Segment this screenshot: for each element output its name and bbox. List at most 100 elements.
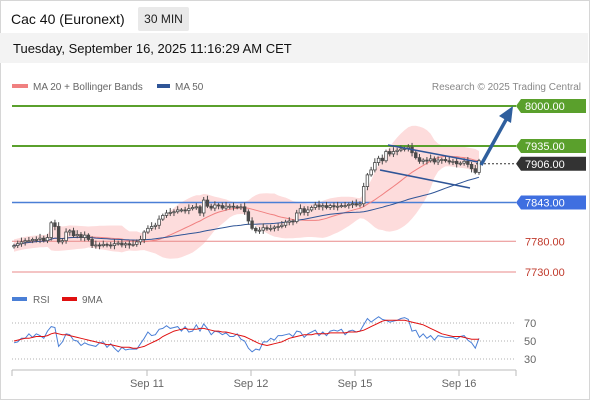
candle-body	[302, 208, 306, 213]
level-tag-7843.00	[516, 195, 586, 210]
candle	[265, 225, 269, 231]
candle-body	[261, 227, 265, 231]
candle-body	[112, 243, 117, 246]
candle-body	[12, 245, 16, 248]
candle-body	[168, 211, 172, 214]
candle-body	[86, 234, 91, 240]
candle-body	[19, 241, 24, 245]
candle	[142, 230, 146, 244]
candle	[138, 235, 143, 245]
candle-body	[421, 159, 425, 162]
candle-body	[71, 230, 76, 237]
candle-body	[135, 241, 139, 245]
candle-body	[347, 203, 351, 207]
candle	[19, 237, 24, 247]
candle-body	[23, 240, 27, 243]
timeframe-button[interactable]: 30 MIN	[138, 7, 189, 31]
channel-lower-line	[379, 169, 471, 189]
candle	[16, 240, 20, 249]
candle	[101, 240, 105, 248]
level-label-7843.00: 7843.00	[525, 198, 565, 210]
candle	[164, 209, 169, 218]
candle	[246, 209, 251, 225]
candle	[112, 239, 117, 250]
candle-body	[242, 206, 247, 213]
candle	[161, 213, 165, 221]
candle-body	[60, 240, 65, 243]
candle	[153, 222, 158, 230]
candle	[250, 217, 254, 231]
candle-body	[157, 218, 161, 226]
candle-body	[27, 240, 31, 243]
candle	[261, 223, 265, 234]
candle-body	[142, 231, 146, 240]
candle-body	[175, 209, 180, 213]
candle-body	[384, 151, 388, 162]
candle	[127, 240, 132, 249]
candle-body	[454, 160, 459, 165]
candle	[60, 238, 65, 245]
candle-body	[268, 227, 273, 230]
candle-body	[257, 229, 262, 232]
copyright: Research © 2025 Trading Central	[432, 82, 581, 93]
candle-body	[324, 205, 329, 208]
candle	[298, 204, 303, 216]
candle	[86, 233, 91, 242]
candle	[79, 232, 83, 241]
candle-body	[220, 205, 225, 209]
x-tick-label: Sep 11	[130, 378, 164, 390]
level-tag-8000.00	[516, 99, 586, 113]
candle	[42, 235, 46, 243]
candle-body	[313, 204, 318, 208]
candle	[75, 230, 79, 239]
level-label-7935.00: 7935.00	[525, 141, 565, 153]
candle	[321, 203, 325, 211]
level-tag-7935.00	[516, 138, 586, 153]
candle	[49, 220, 53, 241]
candle-body	[146, 227, 150, 233]
candle	[123, 241, 128, 249]
candle-body	[202, 199, 206, 214]
candle	[414, 150, 418, 160]
candle-body	[138, 239, 143, 243]
timestamp-bar	[0, 33, 588, 63]
candle	[157, 215, 161, 229]
candle	[64, 228, 68, 244]
candle-body	[42, 237, 46, 242]
instrument-title: Cac 40 (Euronext)	[11, 11, 125, 27]
candle-body	[82, 234, 87, 238]
rsi-legend-label: RSI	[33, 295, 50, 306]
rsi-tick-label: 30	[524, 354, 536, 366]
candle-body	[205, 199, 210, 207]
channel-upper-line	[387, 144, 479, 163]
candle	[205, 195, 210, 209]
candle-body	[131, 243, 135, 246]
candle	[202, 196, 206, 217]
candle	[228, 203, 232, 210]
candle	[388, 148, 392, 157]
candle	[68, 228, 72, 236]
candle-body	[354, 203, 358, 206]
candle	[354, 199, 358, 207]
candle	[231, 202, 236, 211]
candle	[347, 202, 351, 209]
rsi-line	[13, 316, 480, 353]
candle-body	[447, 160, 451, 163]
candle	[421, 158, 425, 165]
candle-body	[172, 211, 176, 214]
candle	[27, 236, 31, 243]
candle	[149, 222, 154, 231]
candle-body	[127, 243, 132, 246]
ma50-line	[13, 176, 480, 247]
candle-body	[90, 239, 94, 246]
candle-body	[16, 243, 20, 246]
candle	[391, 147, 396, 158]
candle	[190, 204, 195, 211]
candle	[458, 161, 463, 166]
candle-body	[265, 227, 269, 230]
candle	[477, 158, 481, 175]
candle	[454, 157, 459, 168]
candle-body	[105, 243, 109, 246]
candle-body	[321, 205, 325, 208]
candle-body	[224, 205, 228, 209]
